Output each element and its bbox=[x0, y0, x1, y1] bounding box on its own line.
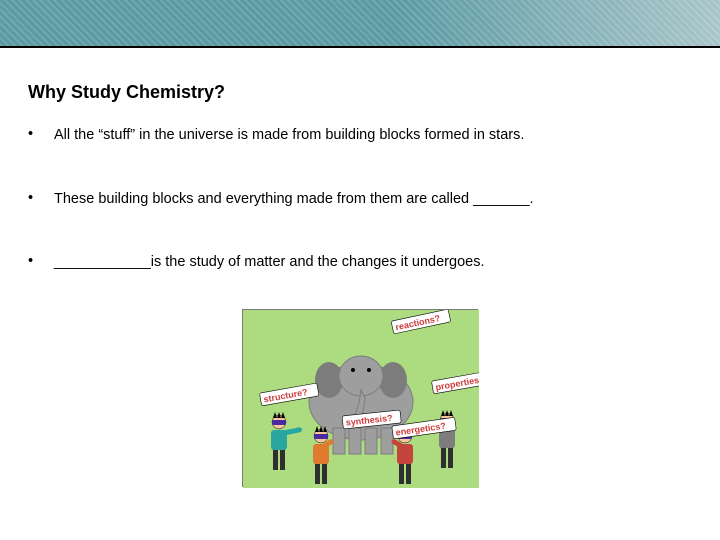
bullet-glyph-icon: • bbox=[28, 190, 36, 206]
header-band bbox=[0, 0, 720, 46]
bullet-glyph-icon: • bbox=[28, 126, 36, 142]
bullet-glyph-icon: • bbox=[28, 253, 36, 269]
bullet-item: • ____________is the study of matter and… bbox=[28, 253, 688, 273]
bullet-text: All the “stuff” in the universe is made … bbox=[36, 126, 688, 146]
bullet-list: • All the “stuff” in the universe is mad… bbox=[28, 126, 688, 273]
cartoon-image: reactions?structure?synthesis?energetics… bbox=[242, 309, 478, 487]
bullet-item: • These building blocks and everything m… bbox=[28, 190, 688, 210]
bullet-text: ____________is the study of matter and t… bbox=[36, 253, 688, 273]
header-underline bbox=[0, 46, 720, 48]
slide: Why Study Chemistry? • All the “stuff” i… bbox=[0, 0, 720, 540]
slide-title: Why Study Chemistry? bbox=[28, 82, 225, 103]
cartoon-svg: reactions?structure?synthesis?energetics… bbox=[243, 310, 479, 488]
bullet-text: These building blocks and everything mad… bbox=[36, 190, 688, 210]
bullet-item: • All the “stuff” in the universe is mad… bbox=[28, 126, 688, 146]
